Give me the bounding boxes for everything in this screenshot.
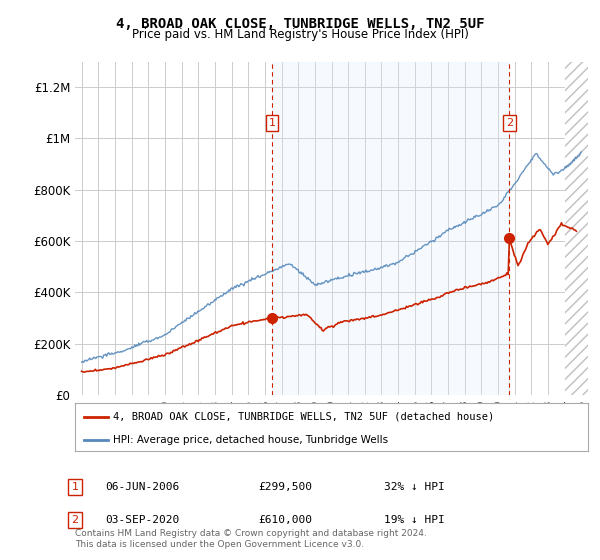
Text: 2: 2 xyxy=(506,118,513,128)
Text: Contains HM Land Registry data © Crown copyright and database right 2024.
This d: Contains HM Land Registry data © Crown c… xyxy=(75,529,427,549)
Bar xyxy=(565,62,588,395)
Bar xyxy=(565,62,588,395)
Text: 32% ↓ HPI: 32% ↓ HPI xyxy=(384,482,445,492)
Text: £299,500: £299,500 xyxy=(258,482,312,492)
Bar xyxy=(565,62,588,395)
Text: 1: 1 xyxy=(71,482,79,492)
Text: 19% ↓ HPI: 19% ↓ HPI xyxy=(384,515,445,525)
Text: 4, BROAD OAK CLOSE, TUNBRIDGE WELLS, TN2 5UF (detached house): 4, BROAD OAK CLOSE, TUNBRIDGE WELLS, TN2… xyxy=(113,412,495,422)
Text: 1: 1 xyxy=(269,118,276,128)
Text: 2: 2 xyxy=(71,515,79,525)
Text: 4, BROAD OAK CLOSE, TUNBRIDGE WELLS, TN2 5UF: 4, BROAD OAK CLOSE, TUNBRIDGE WELLS, TN2… xyxy=(116,17,484,31)
Text: 03-SEP-2020: 03-SEP-2020 xyxy=(105,515,179,525)
Text: 06-JUN-2006: 06-JUN-2006 xyxy=(105,482,179,492)
Bar xyxy=(272,62,509,395)
Text: HPI: Average price, detached house, Tunbridge Wells: HPI: Average price, detached house, Tunb… xyxy=(113,435,389,445)
Text: £610,000: £610,000 xyxy=(258,515,312,525)
Text: Price paid vs. HM Land Registry's House Price Index (HPI): Price paid vs. HM Land Registry's House … xyxy=(131,28,469,41)
